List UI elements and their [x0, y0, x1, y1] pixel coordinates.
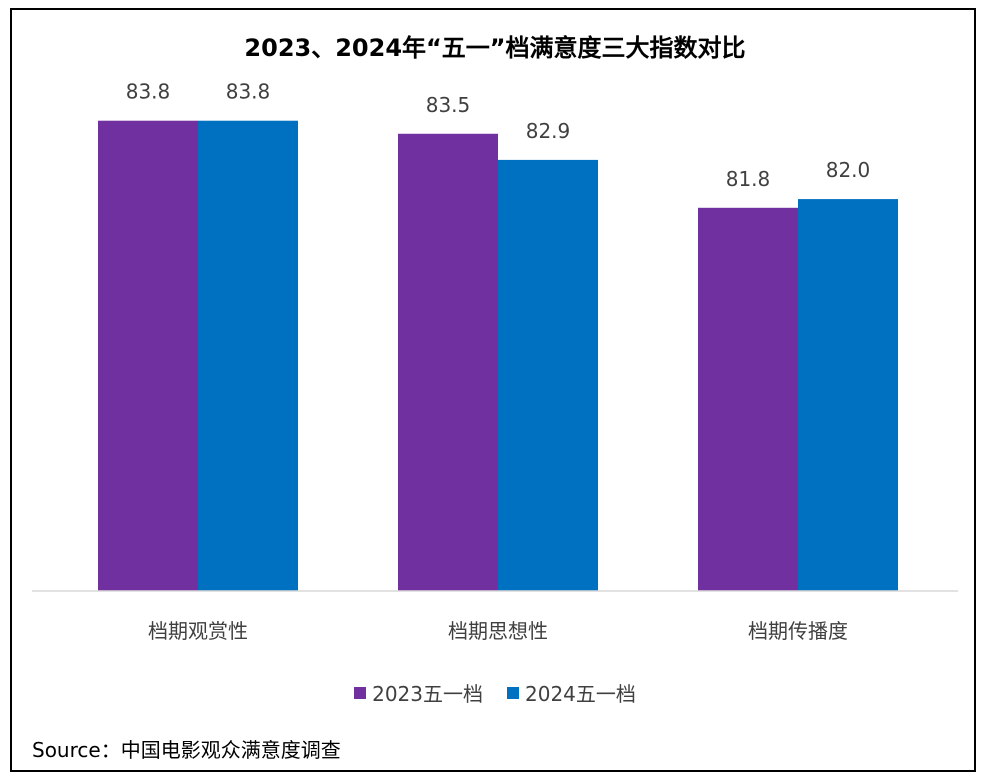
legend-label-2024: 2024五一档 [525, 682, 636, 706]
bar-2023-2 [698, 207, 798, 592]
legend: 2023五一档 2024五一档 [12, 678, 978, 707]
category-label-1: 档期思想性 [448, 619, 548, 643]
labels-layer: 83.8 83.8 档期观赏性 83.5 82.9 档期思想性 81.8 82.0 档期传播度 [126, 80, 871, 643]
bar-2024-0 [198, 120, 298, 591]
legend-item-2024: 2024五一档 [507, 678, 636, 707]
bar-2024-1 [498, 159, 598, 591]
value-label-2023-2: 81.8 [726, 167, 771, 191]
source-note: Source：中国电影观众满意度调查 [32, 738, 341, 762]
category-label-2: 档期传播度 [748, 619, 848, 643]
legend-swatch-2024 [507, 686, 519, 699]
bar-2024-2 [798, 199, 898, 591]
bar-2023-1 [398, 133, 498, 591]
chart-frame: 2023、2024年“五一”档满意度三大指数对比 83.8 83.8 档期观赏性 83… [10, 8, 976, 772]
value-label-2023-0: 83.8 [126, 80, 171, 104]
value-label-2024-1: 82.9 [526, 119, 571, 143]
value-label-2023-1: 83.5 [426, 93, 471, 117]
bar-2023-0 [98, 120, 198, 591]
legend-swatch-2023 [354, 686, 367, 699]
chart-title: 2023、2024年“五一”档满意度三大指数对比 [244, 34, 746, 62]
value-label-2024-0: 83.8 [226, 80, 271, 104]
bar-chart: 83.8 83.8 档期观赏性 83.5 82.9 档期思想性 81.8 82.0 档期传播度 [32, 80, 958, 643]
legend-item-2023: 2023五一档 [354, 678, 483, 707]
bars-layer [98, 120, 898, 592]
value-label-2024-2: 82.0 [826, 158, 871, 182]
category-label-0: 档期观赏性 [148, 619, 248, 643]
legend-label-2023: 2023五一档 [372, 682, 483, 706]
